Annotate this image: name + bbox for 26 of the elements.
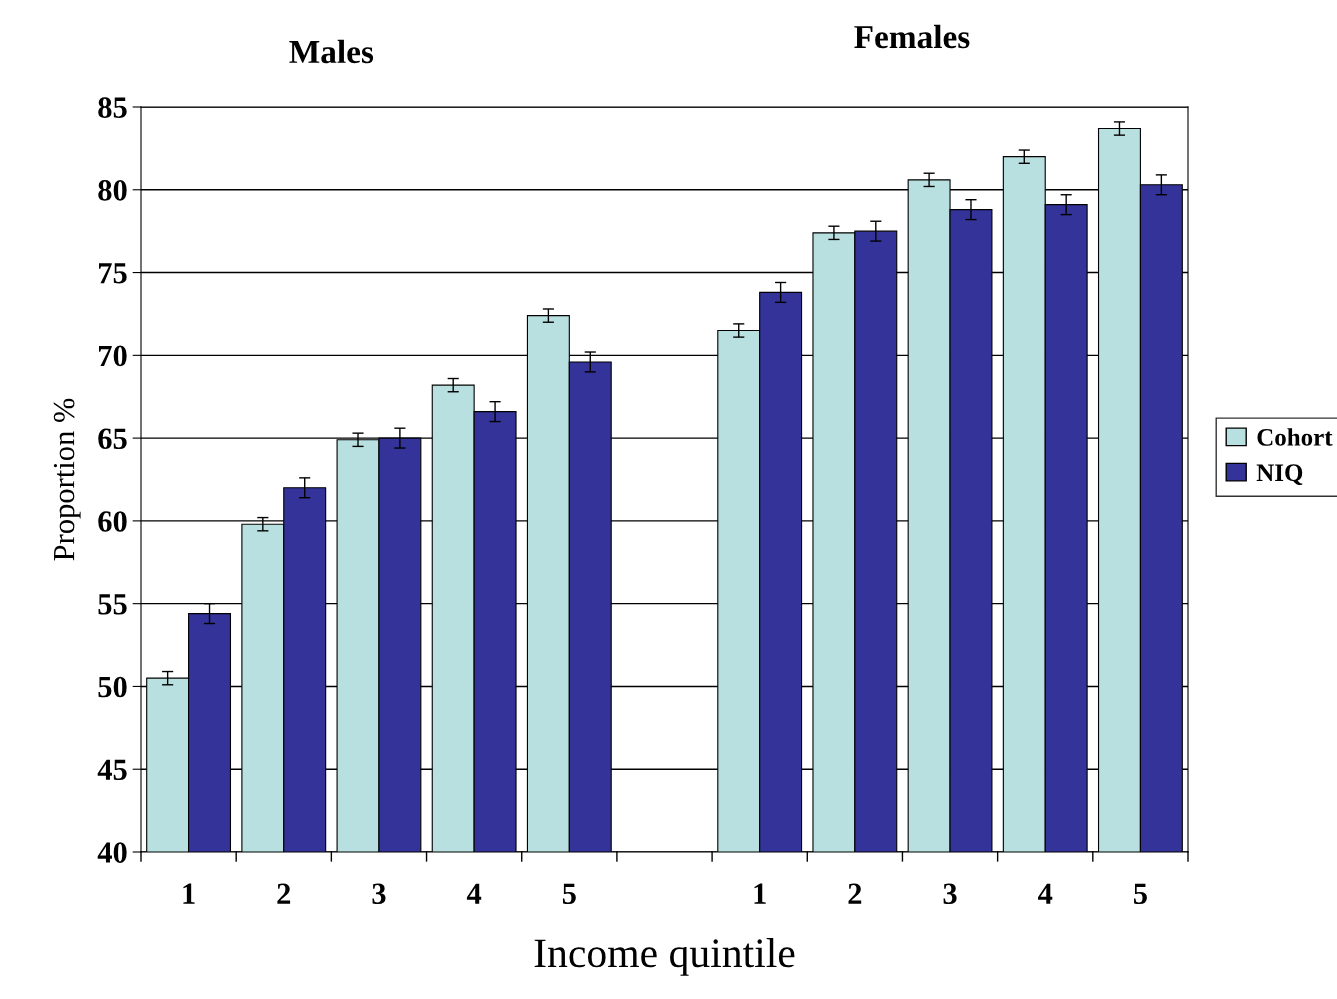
y-tick-label: 70 [99, 345, 127, 367]
x-tick-label: 2 [848, 883, 862, 904]
x-tick-label: 4 [1038, 883, 1053, 904]
x-tick-label: 2 [277, 883, 291, 904]
y-tick-label: 85 [98, 97, 127, 118]
y-tick-label: 55 [98, 594, 127, 615]
x-tick-label: 5 [562, 883, 576, 905]
legend-label: NIQ [1256, 464, 1303, 485]
y-tick-label: 75 [99, 263, 127, 284]
y-tick-label: 40 [97, 842, 127, 863]
y-tick-label: 45 [97, 759, 127, 781]
text: Females [854, 24, 970, 49]
text: Males [289, 39, 374, 64]
x-axis-title: Income quintile [534, 938, 795, 976]
x-tick-label: 1 [754, 883, 766, 904]
y-tick-label: 80 [98, 180, 127, 201]
y-axis-title: Proportion % [53, 398, 81, 561]
x-tick-label: 3 [372, 883, 386, 905]
y-tick-label: 65 [98, 428, 127, 450]
x-tick-label: 3 [943, 883, 957, 905]
legend-label: Cohort [1257, 428, 1333, 446]
y-tick-label: 60 [98, 511, 127, 532]
x-tick-label: 5 [1133, 883, 1147, 905]
x-tick-label: 4 [466, 883, 482, 904]
x-tick-label: 1 [183, 883, 195, 904]
y-tick-label: 50 [98, 676, 127, 698]
